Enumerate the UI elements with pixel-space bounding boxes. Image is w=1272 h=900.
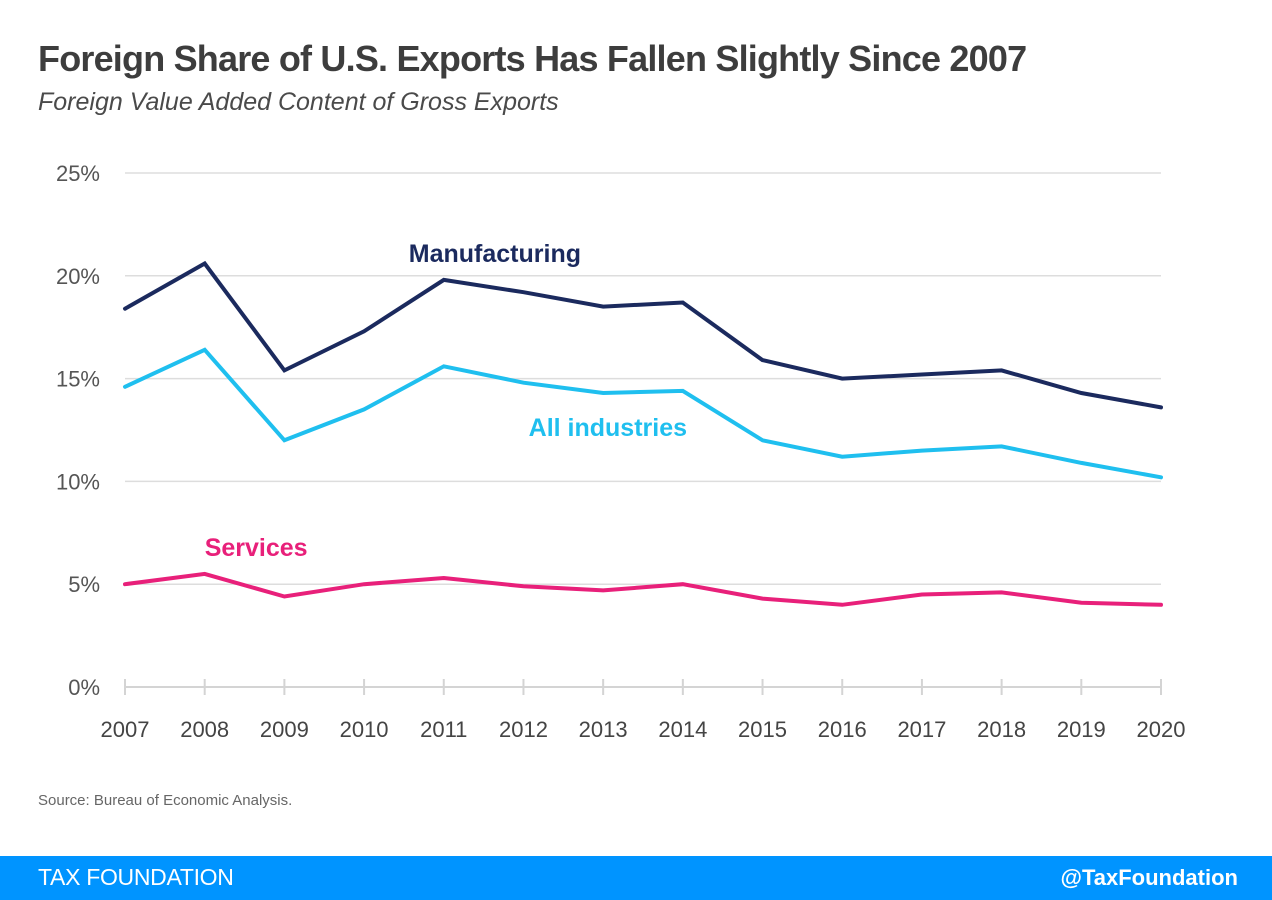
social-handle: @TaxFoundation <box>1060 865 1238 890</box>
y-tick-label: 20% <box>56 264 100 289</box>
series-label-services: Services <box>205 534 308 562</box>
gridlines <box>125 172 1161 585</box>
series-labels: Manufacturing All industries Services <box>205 240 687 562</box>
x-tick-label: 2016 <box>818 717 867 742</box>
x-tick-label: 2018 <box>977 717 1026 742</box>
y-axis-ticks: 0% 5% 10% 15% 20% 25% <box>56 161 100 700</box>
brand-logo-text: TAX FOUNDATION <box>38 864 234 890</box>
x-tick-label: 2020 <box>1137 717 1186 742</box>
x-tick-label: 2010 <box>340 717 389 742</box>
series-label-manufacturing: Manufacturing <box>409 240 581 268</box>
x-tick-label: 2014 <box>658 717 707 742</box>
x-tick-label: 2009 <box>260 717 309 742</box>
x-tick-label: 2017 <box>897 717 946 742</box>
source-note: Source: Bureau of Economic Analysis. <box>38 792 293 809</box>
chart-title: Foreign Share of U.S. Exports Has Fallen… <box>38 38 1027 79</box>
x-tick-label: 2013 <box>579 717 628 742</box>
y-tick-label: 15% <box>56 367 100 392</box>
series-line-all-industries <box>123 347 1163 480</box>
x-tick-label: 2019 <box>1057 717 1106 742</box>
x-axis: 2007 2008 2009 2010 2011 2012 2013 2014 2015 2016… <box>101 679 1186 742</box>
series-line-services <box>123 571 1163 607</box>
y-tick-label: 25% <box>56 161 100 186</box>
series-lines <box>123 260 1163 607</box>
series-label-all-industries: All industries <box>529 414 687 442</box>
x-tick-label: 2011 <box>420 717 467 742</box>
footer-bar: TAX FOUNDATION @TaxFoundation <box>0 856 1272 900</box>
chart-subtitle: Foreign Value Added Content of Gross Exp… <box>38 88 559 116</box>
y-tick-label: 5% <box>68 572 100 597</box>
series-line-manufacturing <box>123 260 1163 410</box>
x-tick-label: 2015 <box>738 717 787 742</box>
y-tick-label: 10% <box>56 469 100 494</box>
line-chart: 0% 5% 10% 15% 20% 25% 2007 2008 2009 2010 2011 201… <box>56 161 1186 742</box>
y-tick-label: 0% <box>68 675 100 700</box>
x-tick-label: 2007 <box>101 717 150 742</box>
x-tick-label: 2012 <box>499 717 548 742</box>
x-tick-label: 2008 <box>180 717 229 742</box>
